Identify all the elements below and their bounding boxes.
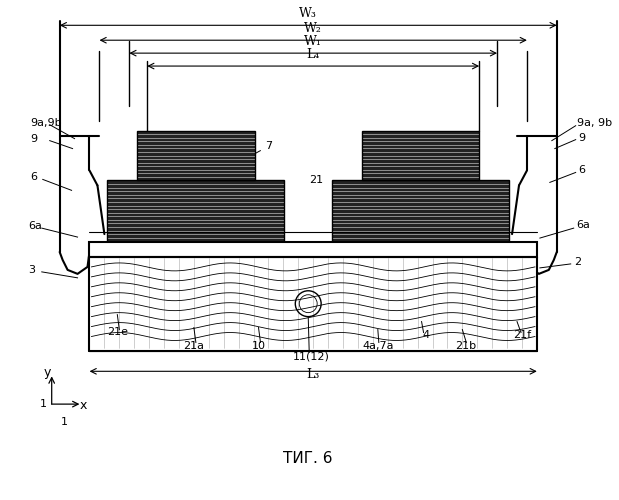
Text: ΤИГ. 6: ΤИГ. 6 bbox=[284, 452, 333, 466]
Text: 11(12): 11(12) bbox=[293, 352, 330, 362]
Bar bbox=[90, 257, 537, 352]
Text: L₃: L₃ bbox=[306, 368, 320, 381]
Text: 9: 9 bbox=[579, 132, 586, 142]
Text: 21e: 21e bbox=[107, 326, 128, 336]
Text: 9a,9b: 9a,9b bbox=[30, 118, 61, 128]
Text: y: y bbox=[44, 366, 51, 379]
Text: W₂: W₂ bbox=[305, 22, 322, 35]
Bar bbox=[137, 130, 254, 180]
Text: x: x bbox=[80, 398, 87, 411]
Bar bbox=[90, 242, 537, 257]
Bar bbox=[362, 130, 479, 180]
Bar bbox=[332, 180, 509, 245]
Text: W₃: W₃ bbox=[299, 8, 317, 20]
Text: W₁: W₁ bbox=[305, 35, 322, 48]
Text: 21: 21 bbox=[309, 176, 323, 186]
Text: 6: 6 bbox=[579, 166, 586, 175]
Text: 4: 4 bbox=[422, 330, 429, 340]
Text: 21d: 21d bbox=[417, 140, 438, 150]
Text: 6: 6 bbox=[30, 172, 37, 182]
Text: 9: 9 bbox=[30, 134, 37, 143]
Text: 21f: 21f bbox=[513, 330, 531, 340]
Text: 4a,7a: 4a,7a bbox=[362, 342, 394, 351]
Text: 10: 10 bbox=[251, 342, 266, 351]
Text: 21b: 21b bbox=[455, 342, 476, 351]
Text: 1: 1 bbox=[61, 417, 68, 427]
Text: 7: 7 bbox=[265, 140, 272, 150]
Text: 21a: 21a bbox=[183, 342, 204, 351]
Text: 2: 2 bbox=[574, 257, 581, 267]
Text: 21c: 21c bbox=[179, 140, 199, 150]
Text: 9a, 9b: 9a, 9b bbox=[577, 118, 612, 128]
Text: 6a: 6a bbox=[577, 220, 591, 230]
Text: 6a: 6a bbox=[28, 221, 41, 231]
Text: L₄: L₄ bbox=[306, 48, 320, 61]
Text: 1: 1 bbox=[40, 399, 47, 409]
Text: 3: 3 bbox=[28, 265, 35, 275]
Bar bbox=[107, 180, 284, 245]
